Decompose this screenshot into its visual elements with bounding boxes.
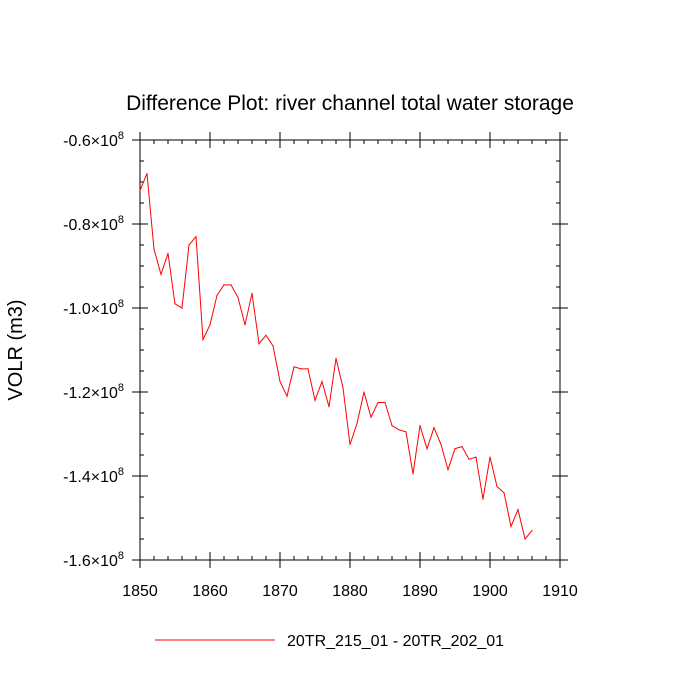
x-tick-label: 1890 [402,583,438,600]
data-point-1851 [146,173,148,175]
data-point-1881 [356,422,358,425]
legend-label: 20TR_215_01 - 20TR_202_01 [287,633,504,650]
data-point-1858 [195,236,197,238]
data-point-1900 [489,456,491,458]
data-point-1892 [433,427,435,429]
data-point-1904 [517,509,519,511]
x-tick-label: 1900 [472,583,508,600]
x-tick-label: 1860 [192,583,228,600]
y-tick-label: -1.6×108 [63,550,124,570]
series-points [139,173,533,540]
data-point-1878 [335,357,337,359]
data-point-1856 [181,307,183,309]
y-tick-label: -0.8×108 [63,214,124,234]
y-tick-label: -1.4×108 [63,466,124,486]
data-point-1887 [398,429,400,431]
data-point-1898 [475,456,477,458]
data-point-1899 [482,498,484,500]
data-point-1905 [524,538,526,540]
series-line-20TR_215_01-minus-20TR_202_01 [139,173,533,541]
data-point-1879 [342,387,344,389]
data-point-1874 [307,368,309,370]
data-point-1894 [447,469,449,471]
x-tick-label: 1910 [542,583,578,600]
chart-title: Difference Plot: river channel total wat… [126,92,574,115]
data-point-1872 [293,366,295,368]
data-point-1906 [531,530,533,532]
data-point-1902 [503,492,505,494]
y-tick-label: -0.6×108 [63,130,124,150]
data-point-1880 [349,443,351,446]
x-tick-label: 1880 [332,583,368,600]
y-tick-label: -1.0×108 [63,298,124,318]
y-axis-ticks [132,139,568,561]
data-point-1891 [426,448,428,450]
data-point-1882 [363,391,365,393]
data-point-1855 [174,303,176,305]
x-axis-tick-labels: 1850 1860 1870 1880 1890 1900 1910 [122,583,578,600]
data-point-1895 [454,448,456,450]
data-point-1852 [153,248,155,250]
data-point-1889 [412,473,414,475]
x-axis-ticks [139,132,561,568]
x-tick-label: 1870 [262,583,298,600]
data-point-1860 [209,324,211,326]
data-point-1883 [370,416,372,418]
data-point-1876 [321,380,323,383]
data-point-1869 [272,345,274,347]
data-point-1886 [391,425,393,427]
data-point-1897 [468,458,470,460]
y-tick-label: -1.2×108 [63,382,124,402]
data-point-1866 [251,292,253,294]
data-point-1901 [496,485,498,488]
data-point-1890 [419,425,421,427]
data-point-1873 [300,368,302,370]
plot-frame [139,139,561,561]
data-point-1903 [510,525,512,528]
data-point-1867 [258,343,260,345]
data-point-1864 [237,296,239,299]
data-point-1871 [286,395,288,397]
data-point-1861 [216,294,218,296]
data-point-1885 [384,401,386,404]
data-point-1854 [167,252,169,254]
data-point-1859 [202,338,204,341]
x-tick-label: 1850 [122,583,158,600]
data-point-1865 [244,324,246,326]
data-point-1877 [328,406,330,408]
data-point-1896 [461,446,463,448]
y-axis-tick-labels: -1.6×108 -1.4×108 -1.2×108 -1.0×108 -0.8×108… [63,130,124,570]
data-point-1884 [377,401,379,404]
data-point-1863 [230,284,232,286]
data-point-1862 [223,284,225,286]
data-point-1870 [279,380,281,383]
y-axis-label: VOLR (m3) [5,299,27,400]
data-point-1893 [440,443,442,446]
data-point-1868 [265,334,267,336]
data-point-1888 [405,431,407,433]
data-point-1853 [160,273,162,275]
legend: 20TR_215_01 - 20TR_202_01 [155,633,504,650]
data-point-1850 [139,189,141,191]
data-point-1875 [314,399,316,401]
data-point-1857 [188,244,190,246]
